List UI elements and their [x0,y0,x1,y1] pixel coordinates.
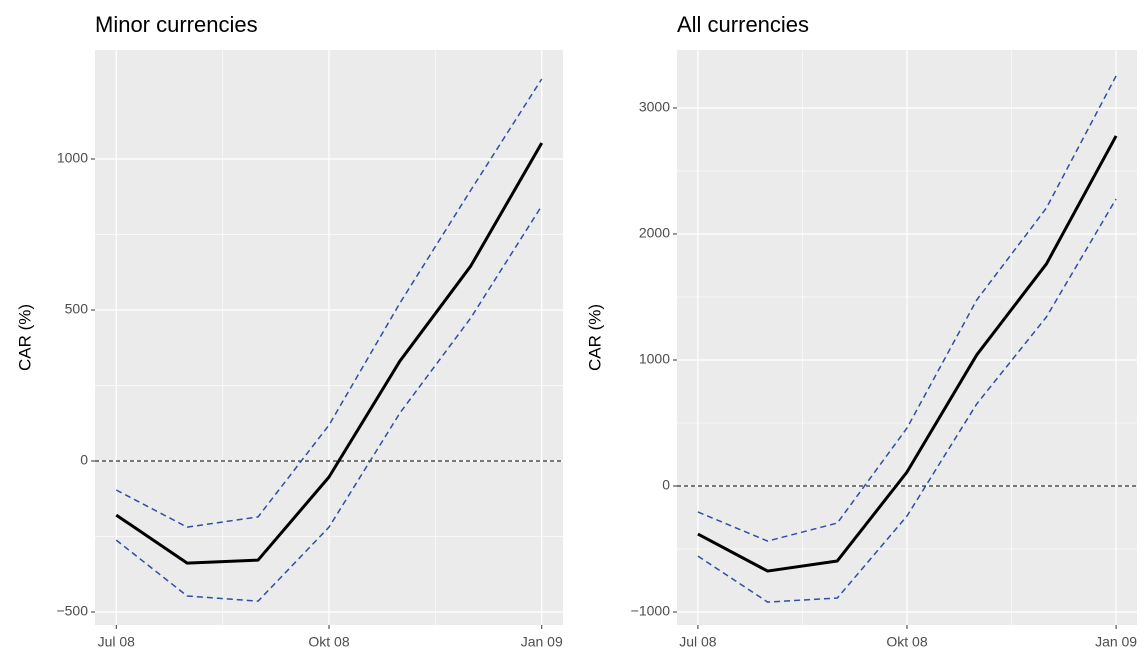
x-tick-label: Jan 09 [1095,634,1137,650]
y-axis-label: CAR (%) [585,304,604,371]
car-line [115,142,544,565]
y-tick-label: 3000 [639,99,670,115]
band-line [115,205,543,602]
y-tick-label: −500 [56,603,88,619]
car-line [697,135,1118,573]
x-tick-label: Jul 08 [98,634,136,650]
y-tick-label: 1000 [57,150,88,166]
y-tick-label: −1000 [631,603,671,619]
band-line [697,75,1117,542]
y-tick-label: 0 [662,477,670,493]
y-tick-label: 2000 [639,225,670,241]
y-tick-label: 1000 [639,351,670,367]
x-tick-label: Jul 08 [679,634,717,650]
chart-title: Minor currencies [95,12,258,37]
y-tick-label: 500 [65,301,89,317]
x-tick-label: Okt 08 [886,634,927,650]
band-line [697,198,1117,603]
x-tick-label: Okt 08 [308,634,349,650]
y-tick-label: 0 [80,452,88,468]
band-line [115,78,543,528]
y-axis-label: CAR (%) [15,304,34,371]
x-tick-label: Jan 09 [521,634,563,650]
chart-title: All currencies [677,12,809,37]
